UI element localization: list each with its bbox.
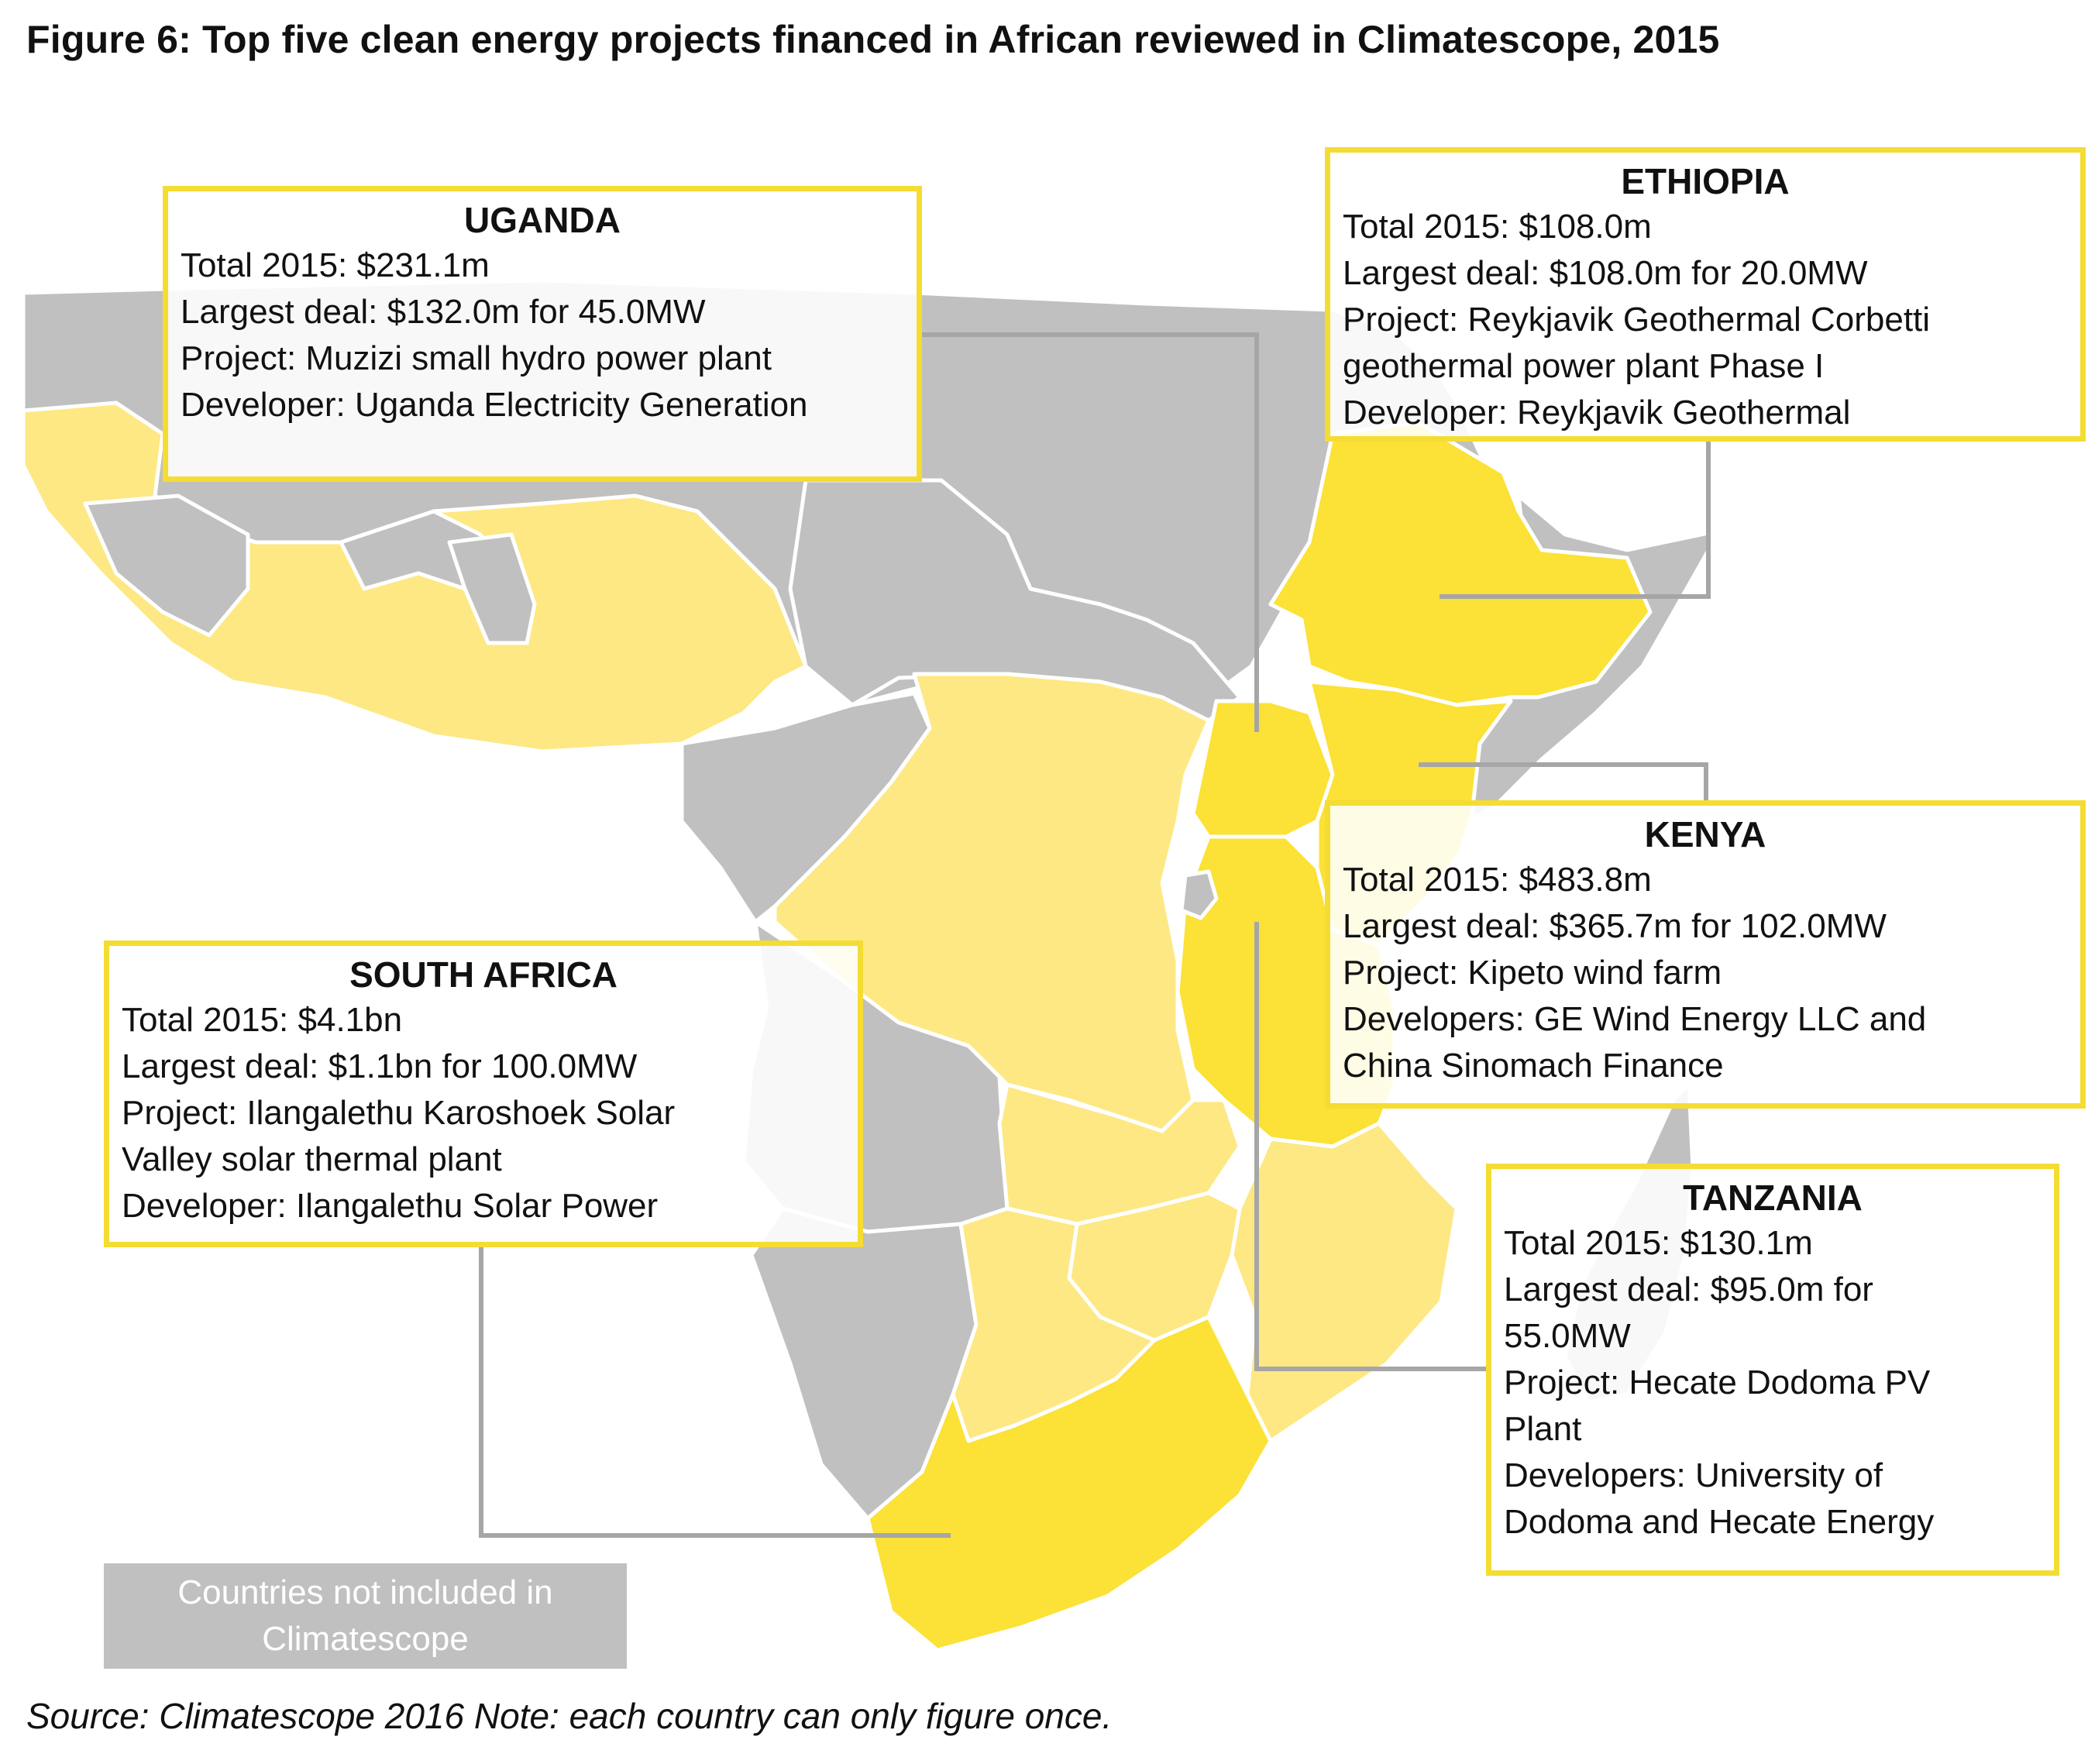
callout-total: Total 2015: $483.8m [1343, 861, 1652, 899]
lake-victoria [1179, 869, 1219, 920]
south-africa-leader-line [479, 1247, 951, 1538]
callout-developer: Developer: Reykjavik Geothermal [1343, 394, 1851, 432]
callout-country: UGANDA [464, 200, 621, 240]
south-africa-region [865, 1315, 1273, 1652]
callout-ethiopia: ETHIOPIA Total 2015: $108.0m Largest dea… [1325, 147, 2086, 442]
callout-project: Project: Hecate Dodoma PV [1504, 1363, 1931, 1401]
guinea-region [83, 493, 250, 638]
callout-project: Project: Ilangalethu Karoshoek Solar [122, 1094, 676, 1132]
callout-deal-cont: 55.0MW [1504, 1317, 1631, 1355]
callout-project: Project: Reykjavik Geothermal Corbetti [1343, 301, 1931, 339]
callout-country: SOUTH AFRICA [349, 954, 617, 995]
callout-developer-cont: Dodoma and Hecate Energy [1504, 1503, 1935, 1541]
callout-developer: Developers: GE Wind Energy LLC and [1343, 1000, 1927, 1038]
callout-developer: Developers: University of [1504, 1456, 1883, 1494]
uganda-leader-line [922, 332, 1259, 732]
callout-developer: Developer: Ilangalethu Solar Power [122, 1187, 659, 1225]
uganda-region [1191, 699, 1335, 839]
callout-project-cont: geothermal power plant Phase I [1343, 347, 1825, 385]
callout-deal: Largest deal: $1.1bn for 100.0MW [122, 1047, 638, 1085]
callout-country: KENYA [1644, 814, 1766, 854]
callout-kenya: KENYA Total 2015: $483.8m Largest deal: … [1325, 800, 2086, 1109]
kenya-leader-line [1419, 762, 1708, 800]
legend-not-included: Countries not included in Climatescope [104, 1563, 627, 1669]
figure-title: Figure 6: Top five clean energy projects… [26, 18, 1720, 61]
source-note: Source: Climatescope 2016 Note: each cou… [26, 1696, 1113, 1736]
ethiopia-leader-line [1440, 442, 1711, 599]
callout-developer: Developer: Uganda Electricity Generation [181, 386, 808, 424]
callout-total: Total 2015: $4.1bn [122, 1001, 403, 1039]
callout-project: Project: Muzizi small hydro power plant [181, 339, 772, 377]
mozambique-region [1230, 1121, 1459, 1443]
callout-project-cont: Plant [1504, 1410, 1582, 1448]
callout-project: Project: Kipeto wind farm [1343, 954, 1722, 992]
callout-deal: Largest deal: $365.7m for 102.0MW [1343, 907, 1887, 945]
callout-deal: Largest deal: $132.0m for 45.0MW [181, 293, 706, 331]
tanzania-leader-line [1254, 922, 1486, 1371]
callout-project-cont: Valley solar thermal plant [122, 1140, 502, 1178]
callout-tanzania: TANZANIA Total 2015: $130.1m Largest dea… [1486, 1164, 2059, 1576]
callout-south-africa: SOUTH AFRICA Total 2015: $4.1bn Largest … [104, 940, 863, 1247]
callout-total: Total 2015: $130.1m [1504, 1224, 1813, 1262]
callout-uganda: UGANDA Total 2015: $231.1m Largest deal:… [163, 186, 922, 482]
callout-deal: Largest deal: $95.0m for [1504, 1271, 1873, 1308]
callout-country: ETHIOPIA [1621, 161, 1790, 201]
togo-benin-region [447, 532, 537, 645]
callout-country: TANZANIA [1683, 1178, 1863, 1218]
callout-developer-cont: China Sinomach Finance [1343, 1047, 1724, 1085]
zambia-region [997, 1082, 1242, 1226]
callout-deal: Largest deal: $108.0m for 20.0MW [1343, 254, 1868, 292]
ethiopia-region [1268, 420, 1653, 707]
callout-total: Total 2015: $108.0m [1343, 208, 1652, 246]
callout-total: Total 2015: $231.1m [181, 246, 490, 284]
